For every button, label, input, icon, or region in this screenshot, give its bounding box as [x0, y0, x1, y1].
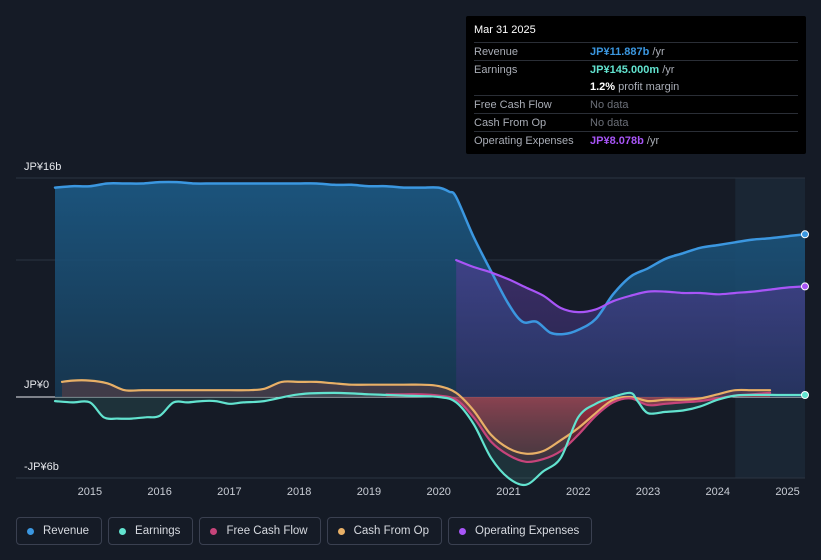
legend-label: Earnings: [135, 525, 181, 537]
chart: JP¥16b JP¥0 -JP¥6b 2015 2016 2017 2018 2019 2020…: [16, 161, 809, 498]
tooltip-label: Earnings: [474, 63, 518, 76]
series-areas: [55, 181, 805, 486]
x-tick-label: 2025: [775, 486, 799, 498]
tooltip-row-cash-from-op: Cash From Op No data: [474, 113, 798, 131]
tooltip-label: Cash From Op: [474, 116, 547, 129]
tooltip-unit: profit margin: [618, 80, 680, 93]
legend-item-revenue[interactable]: Revenue: [16, 517, 103, 545]
legend-label: Operating Expenses: [475, 525, 580, 537]
earnings-area: [55, 392, 805, 486]
cash-from-op-dot-icon: [337, 527, 345, 535]
legend-item-cash-from-op[interactable]: Cash From Op: [326, 517, 443, 545]
earnings-dot-icon: [119, 527, 127, 535]
tooltip-value: JP¥11.887b: [590, 45, 650, 58]
tooltip-value: No data: [590, 98, 629, 111]
revenue-line: [53, 180, 807, 336]
tooltip-value: JP¥8.078b: [590, 134, 644, 147]
tooltip-label: Free Cash Flow: [474, 98, 552, 111]
legend-item-free-cash-flow[interactable]: Free Cash Flow: [199, 517, 321, 545]
tooltip-unit: /yr: [646, 134, 660, 147]
axis-ticks: JP¥16b JP¥0 -JP¥6b 2015 2016 2017 2018 2019 2020…: [24, 161, 800, 498]
x-tick-label: 2024: [706, 486, 730, 498]
x-tick-label: 2021: [496, 486, 520, 498]
tooltip-value: 1.2%: [590, 80, 616, 93]
revenue-dot-icon: [27, 527, 34, 535]
x-tick-label: 2017: [217, 486, 241, 498]
free-cash-flow-line: [385, 391, 772, 464]
operating-expenses-line: [455, 259, 807, 314]
tooltip-label: Operating Expenses: [474, 134, 574, 147]
cash-from-op-line: [60, 379, 772, 455]
legend-item-earnings[interactable]: Earnings: [108, 517, 194, 545]
x-tick-label: 2016: [147, 486, 171, 498]
tooltip-unit: /yr: [652, 45, 665, 58]
tooltip-label: Revenue: [474, 45, 519, 58]
tooltip-row-free-cash-flow: Free Cash Flow No data: [474, 95, 798, 113]
tooltip-value: JP¥145.000m: [590, 63, 660, 76]
tooltip-row-earnings: Earnings JP¥145.000m /yr: [474, 60, 798, 78]
free-cash-flow-dot-icon: [210, 527, 218, 535]
operating-expenses-dot-icon: [459, 527, 467, 535]
x-tick-label: 2023: [636, 486, 660, 498]
x-tick-label: 2019: [357, 486, 381, 498]
legend-label: Cash From Op: [353, 525, 430, 537]
y-tick-label: JP¥16b: [24, 161, 61, 173]
x-tick-label: 2018: [287, 486, 311, 498]
earnings-line: [53, 391, 807, 487]
legend-item-operating-expenses[interactable]: Operating Expenses: [448, 517, 593, 545]
tooltip-row-profit-margin: 1.2% profit margin: [474, 78, 798, 95]
legend-label: Revenue: [43, 525, 90, 537]
y-tick-label: -JP¥6b: [24, 461, 59, 473]
legend: Revenue Earnings Free Cash Flow Cash Fro…: [16, 517, 593, 547]
tooltip-row-operating-expenses: Operating Expenses JP¥8.078b /yr: [474, 131, 798, 149]
series-lines: [53, 180, 809, 487]
x-tick-label: 2020: [426, 486, 450, 498]
tooltip: Mar 31 2025 Revenue JP¥11.887b /yr Earni…: [466, 16, 806, 154]
x-tick-label: 2015: [78, 486, 102, 498]
tooltip-unit: /yr: [662, 63, 675, 76]
tooltip-value: No data: [590, 116, 629, 129]
y-tick-label: JP¥0: [24, 379, 49, 391]
tooltip-row-revenue: Revenue JP¥11.887b /yr: [474, 42, 798, 60]
operating-expenses-end-dot: [801, 282, 809, 291]
x-tick-label: 2022: [566, 486, 590, 498]
earnings-end-dot: [801, 391, 809, 400]
legend-label: Free Cash Flow: [226, 525, 308, 537]
tooltip-date: Mar 31 2025: [474, 24, 536, 36]
revenue-end-dot: [801, 230, 809, 239]
